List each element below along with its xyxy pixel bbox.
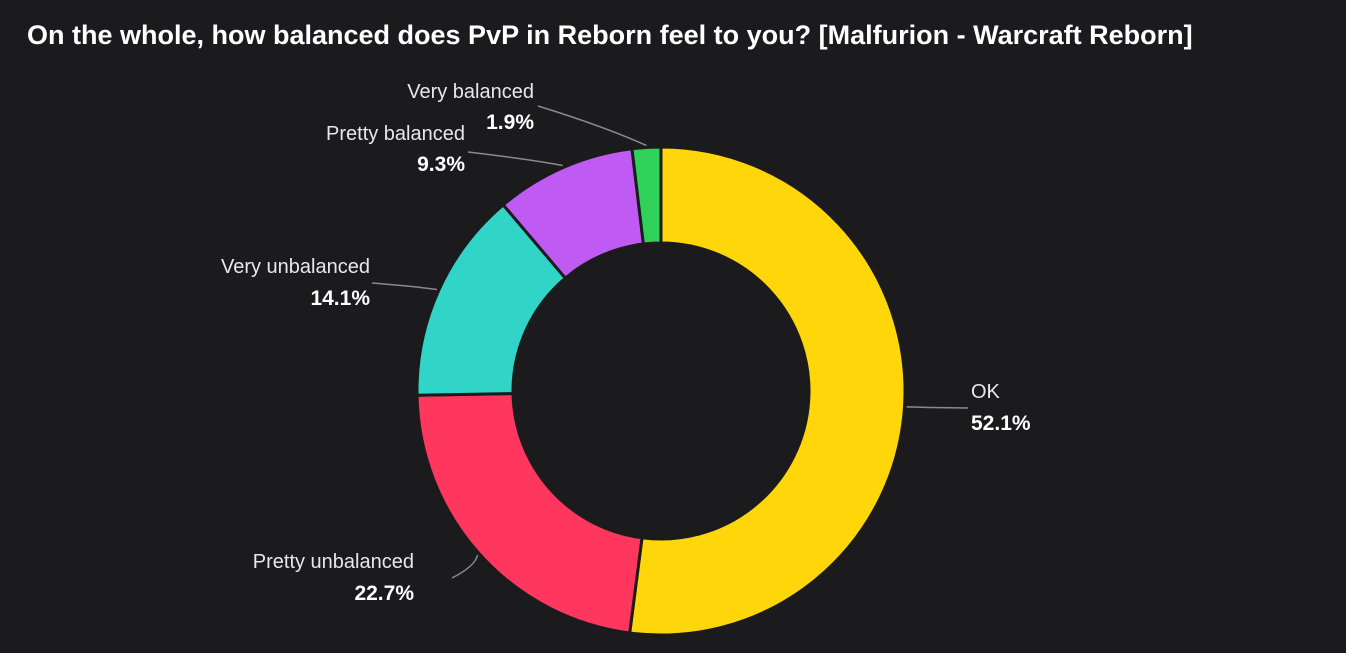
slice-pretty-unbalanced[interactable] xyxy=(415,392,644,635)
slice-value-ok: 52.1% xyxy=(971,412,1031,435)
slice-ok[interactable] xyxy=(628,145,907,637)
leader-line-pretty-unbalanced xyxy=(451,554,479,579)
slice-label-very-balanced: Very balanced xyxy=(407,81,534,103)
leader-line-ok xyxy=(906,406,969,409)
slice-label-pretty-unbalanced: Pretty unbalanced xyxy=(253,551,414,573)
slice-very-balanced[interactable] xyxy=(630,145,663,246)
slice-value-very-balanced: 1.9% xyxy=(486,111,534,134)
slice-label-very-unbalanced: Very unbalanced xyxy=(221,256,370,278)
leader-line-pretty-balanced xyxy=(467,151,563,167)
slice-value-pretty-unbalanced: 22.7% xyxy=(354,582,414,605)
slice-label-pretty-balanced: Pretty balanced xyxy=(326,123,465,145)
slice-value-very-unbalanced: 14.1% xyxy=(310,287,370,310)
leader-line-very-balanced xyxy=(537,105,647,147)
leader-line-very-unbalanced xyxy=(371,282,438,291)
slice-value-pretty-balanced: 9.3% xyxy=(417,153,465,176)
chart-title: On the whole, how balanced does PvP in R… xyxy=(27,20,1193,50)
slice-label-ok: OK xyxy=(971,381,1001,403)
